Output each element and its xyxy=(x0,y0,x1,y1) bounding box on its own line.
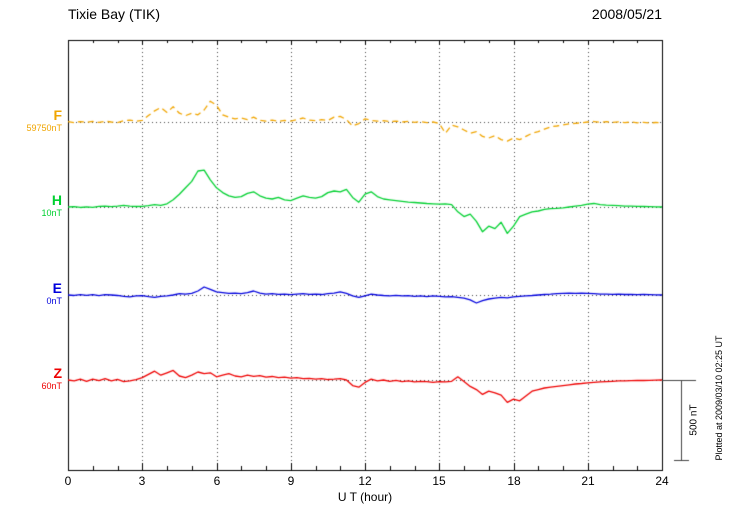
series-label-z: Z 60nT xyxy=(0,366,62,392)
plotted-at-note: Plotted at 2009/03/10 02:25 UT xyxy=(714,335,724,461)
x-tick-18: 18 xyxy=(507,474,521,488)
series-letter-f: F xyxy=(53,107,62,123)
series-baseline-f: 59750nT xyxy=(26,123,62,133)
series-label-e: E 0nT xyxy=(0,281,62,307)
x-tick-0: 0 xyxy=(64,474,72,488)
x-tick-6: 6 xyxy=(213,474,221,488)
date-label: 2008/05/21 xyxy=(591,6,662,22)
x-axis-label: U T (hour) xyxy=(337,490,393,504)
series-label-h: H 10nT xyxy=(0,193,62,219)
scale-bar-label: 500 nT xyxy=(688,404,700,436)
series-baseline-h: 10nT xyxy=(41,208,62,218)
series-letter-e: E xyxy=(52,280,62,296)
x-tick-15: 15 xyxy=(432,474,446,488)
series-baseline-z: 60nT xyxy=(41,381,62,391)
x-tick-9: 9 xyxy=(287,474,295,488)
series-letter-h: H xyxy=(51,192,62,208)
series-label-f: F 59750nT xyxy=(0,108,62,134)
x-tick-12: 12 xyxy=(358,474,372,488)
x-tick-3: 3 xyxy=(138,474,146,488)
x-tick-24: 24 xyxy=(655,474,669,488)
series-baseline-e: 0nT xyxy=(46,296,62,306)
series-letter-z: Z xyxy=(53,365,62,381)
station-title: Tixie Bay (TIK) xyxy=(68,6,161,22)
x-tick-21: 21 xyxy=(581,474,595,488)
